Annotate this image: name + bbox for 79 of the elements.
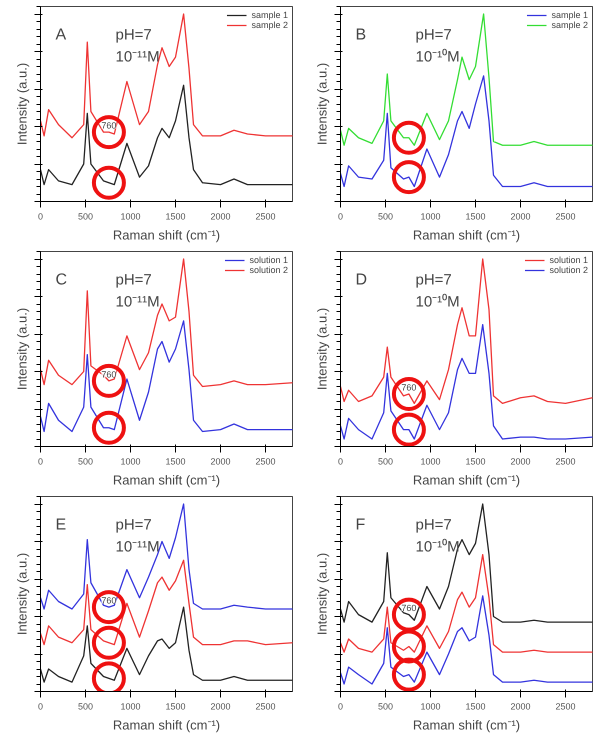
x-axis-title: Raman shift (cm⁻¹): [112, 718, 220, 732]
x-tick-label: 2000: [210, 456, 231, 466]
annotation: pH=7: [416, 516, 452, 534]
annotation: 10⁻¹¹M: [116, 48, 160, 66]
x-tick-label: 1000: [420, 702, 441, 712]
x-tick-label: 1500: [165, 456, 186, 466]
annotation: pH=7: [116, 26, 152, 44]
y-axis-title: Intensity (a.u.): [314, 552, 330, 636]
x-axis-title: Raman shift (cm⁻¹): [412, 718, 520, 732]
y-axis-title: Intensity (a.u.): [14, 552, 30, 636]
x-tick-label: 1500: [465, 212, 486, 222]
legend-label: solution 2: [249, 265, 288, 275]
x-tick-label: 0: [38, 702, 44, 712]
x-axis-title: Raman shift (cm⁻¹): [412, 228, 520, 242]
x-tick-label: 500: [78, 212, 94, 222]
x-tick-label: 2500: [255, 212, 276, 222]
x-tick-label: 2500: [555, 702, 576, 712]
x-tick-label: 0: [338, 702, 344, 712]
legend-label: solution 1: [249, 255, 288, 265]
x-tick-label: 1000: [420, 212, 441, 222]
text: E: [56, 516, 66, 534]
x-tick-label: 1500: [465, 456, 486, 466]
text: C: [56, 272, 68, 288]
annotation: 760: [401, 603, 416, 614]
x-tick-label: 2000: [210, 212, 231, 222]
annotation: 760: [101, 120, 116, 131]
annotation: pH=7: [416, 26, 452, 44]
y-axis-title: Intensity (a.u.): [14, 308, 30, 390]
text: B: [356, 26, 366, 44]
legend-label: sample 1: [551, 10, 588, 20]
x-tick-label: 500: [378, 212, 394, 222]
annotation: 10⁻¹⁰M: [416, 48, 460, 66]
x-tick-label: 1500: [165, 702, 186, 712]
x-tick-label: 1500: [165, 212, 186, 222]
x-tick-label: 2000: [510, 212, 531, 222]
annotation: 10⁻¹⁰M: [416, 538, 460, 556]
x-tick-label: 1000: [120, 212, 141, 222]
text: A: [56, 26, 66, 44]
y-axis-title: Intensity (a.u.): [314, 62, 330, 146]
annotation: 10⁻¹¹M: [116, 538, 160, 556]
x-tick-label: 1500: [465, 702, 486, 712]
x-tick-label: 1000: [120, 456, 141, 466]
x-tick-label: 0: [338, 456, 344, 466]
legend-label: solution 2: [549, 265, 588, 275]
annotation: 10⁻¹⁰M: [416, 294, 460, 310]
legend-label: sample 2: [251, 20, 288, 30]
annotation: 760: [401, 382, 416, 392]
x-tick-label: 2500: [555, 212, 576, 222]
legend-label: sample 1: [251, 10, 288, 20]
x-tick-label: 500: [78, 702, 94, 712]
y-axis-title: Intensity (a.u.): [14, 62, 30, 146]
x-tick-label: 0: [38, 212, 44, 222]
x-tick-label: 2500: [255, 702, 276, 712]
x-tick-label: 1000: [420, 456, 441, 466]
x-tick-label: 2500: [555, 456, 576, 466]
text: F: [356, 516, 366, 534]
x-tick-label: 1000: [120, 702, 141, 712]
annotation: pH=7: [116, 272, 152, 288]
x-tick-label: 2000: [510, 702, 531, 712]
x-axis-title: Raman shift (cm⁻¹): [412, 472, 520, 488]
annotation: pH=7: [116, 516, 152, 534]
annotation: 760: [101, 369, 116, 380]
x-tick-label: 500: [378, 702, 394, 712]
legend-label: solution 1: [549, 255, 588, 265]
x-tick-label: 0: [38, 456, 44, 466]
x-tick-label: 0: [338, 212, 344, 222]
x-tick-label: 2500: [255, 456, 276, 466]
annotation: 760: [101, 596, 116, 606]
x-tick-label: 2000: [510, 456, 531, 466]
annotation: 10⁻¹¹M: [116, 294, 160, 310]
x-tick-label: 2000: [210, 702, 231, 712]
y-axis-title: Intensity (a.u.): [314, 308, 330, 390]
x-tick-label: 500: [378, 456, 394, 466]
x-axis-title: Raman shift (cm⁻¹): [112, 472, 220, 488]
x-axis-title: Raman shift (cm⁻¹): [112, 228, 220, 242]
legend-label: sample 2: [551, 20, 588, 30]
text: D: [356, 272, 368, 288]
annotation: pH=7: [416, 272, 452, 288]
x-tick-label: 500: [78, 456, 94, 466]
